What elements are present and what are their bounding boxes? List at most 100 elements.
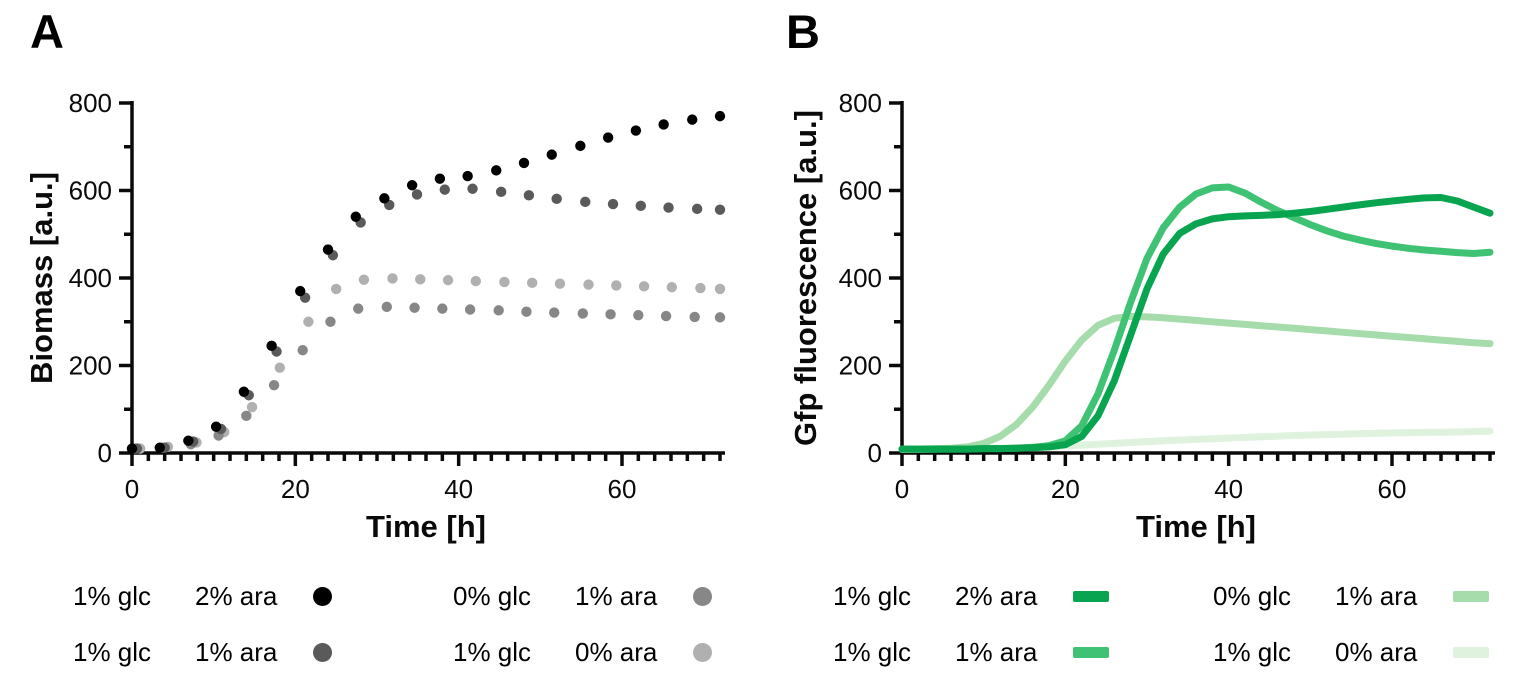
data-point <box>439 184 450 195</box>
panel-b-letter: B <box>786 5 820 58</box>
y-tick-label: 200 <box>69 351 112 381</box>
legend-label-glc: 1% glc <box>833 637 912 668</box>
y-axis-title: Biomass [a.u.] <box>24 172 59 384</box>
x-tick-label: 0 <box>125 474 139 504</box>
legend-label-glc: 1% glc <box>1213 637 1292 668</box>
legend-label-glc: 1% glc <box>73 581 152 611</box>
data-point <box>442 274 454 286</box>
data-point <box>295 285 306 297</box>
legend-item-1-glc-1-ara: 1% glc 1% ara <box>73 637 453 668</box>
data-point <box>633 309 644 321</box>
data-point <box>303 316 314 327</box>
data-point <box>521 306 532 317</box>
y-tick-label: 800 <box>69 88 112 118</box>
data-point <box>246 401 258 413</box>
data-point <box>714 110 726 122</box>
x-tick-label: 0 <box>895 474 909 504</box>
data-point <box>575 140 586 152</box>
legend-label-ara: 1% ara <box>1335 581 1418 611</box>
data-point <box>330 283 342 295</box>
legend-line-marker <box>1073 591 1109 603</box>
data-point <box>387 273 398 284</box>
x-tick-label: 40 <box>444 474 473 504</box>
x-tick-label: 60 <box>1378 474 1407 504</box>
legend-label-ara: 1% ara <box>575 581 658 611</box>
legend-item-0-glc-1-ara: 0% glc 1% ara <box>1213 581 1489 612</box>
legend-line-marker <box>1453 647 1489 659</box>
data-point <box>491 165 502 176</box>
legend-item-1-glc-2-ara: 1% glc 2% ara <box>833 581 1213 612</box>
series-1-glc-2-ara <box>126 110 726 454</box>
data-point <box>274 362 286 373</box>
data-point <box>551 193 562 205</box>
data-point <box>605 309 616 320</box>
data-point <box>689 311 700 323</box>
series-1-glc-2-ara <box>898 194 1494 453</box>
y-tick-label: 0 <box>98 438 112 468</box>
y-tick-label: 200 <box>839 351 882 381</box>
data-point <box>663 202 674 213</box>
series-1-glc-1-ara <box>131 183 726 454</box>
data-point <box>583 279 594 290</box>
data-point <box>611 280 622 291</box>
data-point <box>577 308 588 319</box>
legend-label-glc: 0% glc <box>453 581 532 611</box>
axes <box>119 101 725 466</box>
data-line <box>898 194 1494 453</box>
data-point <box>154 442 165 453</box>
data-point <box>297 344 308 356</box>
data-point <box>183 435 194 446</box>
y-tick-label: 800 <box>839 88 882 118</box>
legend-label-ara: 2% ara <box>195 581 278 611</box>
legend-item-1-glc-0-ara: 1% glc 0% ara <box>453 637 712 668</box>
panel-a-letter: A <box>30 5 64 58</box>
data-point <box>126 443 138 454</box>
data-point <box>381 301 392 313</box>
data-point <box>495 186 507 198</box>
legend-dot-marker <box>313 587 332 607</box>
biomass-scatter-chart: 0 200 400 600 800 0 20 40 60 Biomass [a.u.] Time [… <box>24 88 726 544</box>
y-axis-title: Gfp fluorescence [a.u.] <box>788 110 823 446</box>
legend-item-1-glc-2-ara: 1% glc 2% ara <box>73 581 453 612</box>
series-0-glc-1-ara <box>898 313 1494 453</box>
y-tick-label: 400 <box>69 263 112 293</box>
data-point <box>607 198 619 210</box>
data-point <box>687 114 698 125</box>
data-point <box>549 307 560 318</box>
legend-label-ara: 0% ara <box>1335 637 1418 668</box>
legend-item-1-glc-0-ara: 1% glc 0% ara <box>1213 637 1489 668</box>
gfp-legend: 1% glc 2% ara 0% glc 1% ara 1% glc 1% ara 1% g… <box>833 581 1489 668</box>
legend-label-ara: 2% ara <box>955 581 1038 611</box>
data-point <box>241 410 252 422</box>
data-point <box>554 278 566 289</box>
x-tick-label: 60 <box>608 474 637 504</box>
data-point <box>635 200 646 212</box>
data-point <box>379 193 390 204</box>
y-tick-label: 400 <box>839 263 882 293</box>
legend-label-glc: 1% glc <box>73 637 152 668</box>
biomass-legend: 1% glc 2% ara 0% glc 1% ara 1% glc 1% ara 1% g… <box>73 581 712 668</box>
legend-line-marker <box>1453 591 1489 603</box>
data-point <box>714 312 726 323</box>
data-point <box>518 157 530 169</box>
legend-item-0-glc-1-ara: 0% glc 1% ara <box>453 581 712 612</box>
data-point <box>415 274 426 285</box>
data-point <box>462 170 473 182</box>
data-point <box>523 190 535 201</box>
legend-label-ara: 0% ara <box>575 637 658 668</box>
data-point <box>580 196 591 208</box>
x-tick-label: 40 <box>1214 474 1243 504</box>
data-point <box>714 283 726 295</box>
data-point <box>526 277 538 289</box>
legend-label-glc: 1% glc <box>833 581 912 611</box>
x-tick-label: 20 <box>1051 474 1080 504</box>
data-point <box>499 276 510 288</box>
data-point <box>546 149 557 160</box>
legend-item-1-glc-1-ara: 1% glc 1% ara <box>833 637 1213 668</box>
x-axis-title: Time [h] <box>1136 509 1256 544</box>
data-point <box>238 386 250 397</box>
data-point <box>714 204 726 215</box>
data-point <box>658 119 669 130</box>
data-point <box>660 310 672 322</box>
legend-dot-marker <box>693 643 712 663</box>
